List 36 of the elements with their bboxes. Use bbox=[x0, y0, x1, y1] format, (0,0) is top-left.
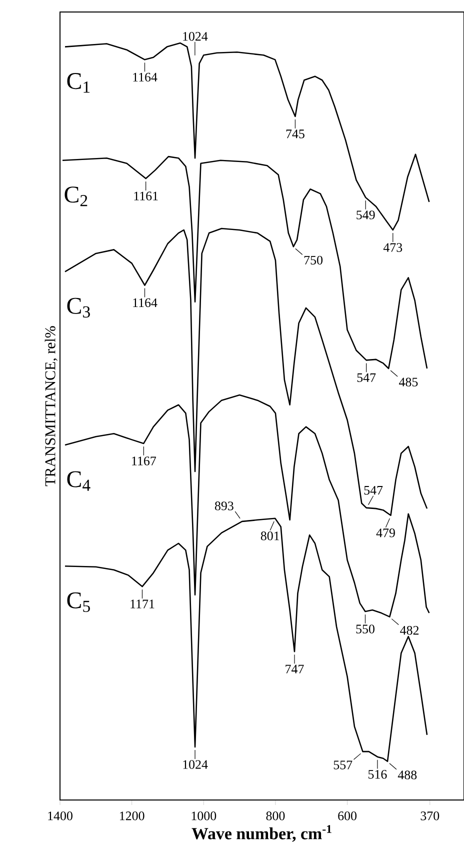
annotation: 1164 bbox=[133, 298, 158, 308]
annotation: 482 bbox=[400, 626, 419, 635]
annotation: 488 bbox=[398, 770, 417, 780]
x-tick-label: 1400 bbox=[48, 812, 72, 820]
series-label: C$_{2}$ bbox=[64, 186, 88, 206]
annotation: 1167 bbox=[132, 456, 156, 466]
annotation: 1024 bbox=[183, 760, 208, 769]
series-label: C$_{4}$ bbox=[67, 471, 90, 491]
annotation: 473 bbox=[383, 243, 402, 252]
annotation: 1161 bbox=[134, 192, 158, 200]
x-axis-title: Wave number, cm$^{-1}$ bbox=[192, 825, 332, 842]
y-axis-title: TRANSMITTANCE, rel% bbox=[44, 326, 58, 486]
legend-label: C$_{5}$ bbox=[67, 592, 90, 612]
annotation: 550 bbox=[356, 624, 374, 634]
x-tick-label: 600 bbox=[338, 812, 357, 820]
text: 1024 bbox=[183, 32, 208, 41]
annotation: 1171 bbox=[130, 600, 154, 608]
annotation: 479 bbox=[376, 528, 395, 538]
x-tick-label: 370 bbox=[420, 812, 440, 820]
annotation: 547 bbox=[364, 486, 383, 495]
x-tick-label: 1200 bbox=[120, 812, 144, 820]
annotation: 801 bbox=[260, 532, 280, 540]
annotation: 893 bbox=[214, 502, 234, 510]
annotation: 750 bbox=[304, 256, 323, 265]
annotation: 1164 bbox=[133, 72, 158, 82]
annotation: 747 bbox=[286, 664, 304, 674]
annotation: 557 bbox=[334, 760, 352, 770]
annotation: 745 bbox=[286, 130, 304, 138]
legend-label: C$_{1}$ bbox=[67, 73, 90, 93]
x-tick-label: 800 bbox=[266, 812, 285, 820]
x-tick-label: 1000 bbox=[192, 812, 216, 820]
annotation: 485 bbox=[399, 378, 418, 386]
annotation: 549 bbox=[356, 210, 375, 220]
annotation: 547 bbox=[357, 373, 376, 382]
legend-label: C$_{3}$ bbox=[67, 298, 90, 318]
annotation: 516 bbox=[368, 770, 387, 779]
